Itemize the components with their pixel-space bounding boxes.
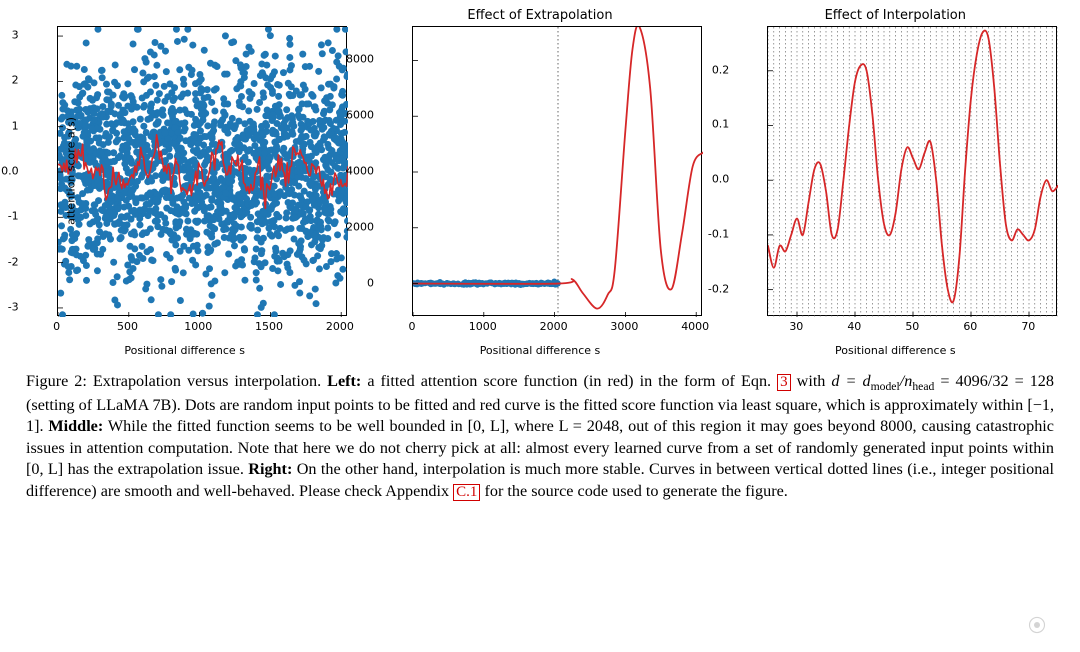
y-tick-label: 0.2 — [712, 63, 730, 76]
panel-left-svg — [58, 27, 348, 317]
x-tick-label: 2000 — [540, 320, 568, 333]
x-tick-label: 1000 — [469, 320, 497, 333]
caption-sub-model: model — [871, 380, 900, 393]
panel-right-title: Effect of Interpolation — [825, 8, 966, 24]
panel-left: -3-2-10.0123 attention score a(s) 0 500 10… — [23, 8, 347, 357]
x-tick-label: 0 — [408, 320, 415, 333]
watermark — [1028, 616, 1052, 634]
caption-left-b: with — [791, 372, 832, 390]
y-tick-label: -3 — [8, 300, 19, 313]
caption-mid-head: Middle: — [48, 417, 103, 435]
caption-label: Figure 2: — [26, 372, 87, 390]
x-tick-label: 60 — [963, 320, 977, 333]
panel-right-plotwrap: -0.2-0.10.00.10.2 3040506070 — [733, 26, 1057, 316]
y-tick-label: 2000 — [346, 220, 374, 233]
x-tick-label: 2000 — [326, 320, 354, 333]
caption-right-head: Right: — [248, 460, 292, 478]
x-tick-label: 500 — [117, 320, 138, 333]
y-tick-label: 1 — [12, 119, 19, 132]
y-tick-label: 8000 — [346, 53, 374, 66]
x-tick-label: 70 — [1021, 320, 1035, 333]
y-tick-label: 3 — [12, 29, 19, 42]
x-tick-label: 4000 — [681, 320, 709, 333]
panel-left-ytick-col: -3-2-10.0123 — [23, 26, 57, 316]
caption-intro: Extrapolation versus interpolation. — [87, 372, 327, 390]
appendix-ref[interactable]: C.1 — [453, 484, 480, 501]
y-tick-label: -2 — [8, 255, 19, 268]
y-tick-label: -1 — [8, 210, 19, 223]
x-tick-label: 0 — [53, 320, 60, 333]
panel-right-ytick-col: -0.2-0.10.00.10.2 — [733, 26, 767, 316]
y-tick-label: 0 — [367, 276, 374, 289]
y-tick-label: 4000 — [346, 165, 374, 178]
caption-sub-head: head — [912, 380, 934, 393]
caption-left-head: Left: — [327, 372, 361, 390]
panel-right: Effect of Interpolation -0.2-0.10.00.10.… — [733, 8, 1057, 357]
panel-left-xlabel: Positional difference s — [124, 344, 245, 357]
x-tick-label: 40 — [847, 320, 861, 333]
watermark-icon — [1028, 616, 1046, 634]
y-tick-label: 6000 — [346, 109, 374, 122]
panel-middle-plotwrap: 02000400060008000 01000200030004000 — [378, 26, 702, 316]
x-tick-label: 3000 — [610, 320, 638, 333]
x-tick-label: 1500 — [255, 320, 283, 333]
caption-math-a: d = d — [831, 372, 870, 390]
x-tick-label: 1000 — [184, 320, 212, 333]
figure-row: -3-2-10.0123 attention score a(s) 050010… — [0, 0, 1080, 357]
panel-middle-title: Effect of Extrapolation — [467, 8, 612, 24]
x-tick-label: 50 — [905, 320, 919, 333]
panel-middle-svg — [413, 27, 703, 317]
panel-right-xlabel: Positional difference s — [835, 344, 956, 357]
y-tick-label: 0.1 — [712, 118, 730, 131]
caption-left-a: a fitted attention score function (in re… — [361, 372, 777, 390]
eqn-ref[interactable]: 3 — [777, 374, 791, 391]
panel-middle-ytick-col: 02000400060008000 — [378, 26, 412, 316]
panel-middle-xlabel: Positional difference s — [480, 344, 601, 357]
y-tick-label: 0.0 — [1, 165, 19, 178]
caption-right-b: for the source code used to generate the… — [480, 482, 787, 500]
panel-right-plotbox — [767, 26, 1057, 316]
panel-left-plotbox — [57, 26, 347, 316]
panel-middle: Effect of Extrapolation 0200040006000800… — [378, 8, 702, 357]
panel-middle-plotbox — [412, 26, 702, 316]
y-tick-label: -0.2 — [708, 282, 729, 295]
y-tick-label: 2 — [12, 74, 19, 87]
y-tick-label: -0.1 — [708, 227, 729, 240]
panel-right-svg — [768, 27, 1058, 317]
panel-left-plotwrap: -3-2-10.0123 attention score a(s) 050010… — [23, 26, 347, 316]
y-tick-label: 0.0 — [712, 173, 730, 186]
figure-caption: Figure 2: Extrapolation versus interpola… — [0, 357, 1080, 502]
caption-slash: /n — [900, 372, 913, 390]
panel-left-ylabel: attention score a(s) — [64, 117, 77, 225]
x-tick-label: 30 — [789, 320, 803, 333]
